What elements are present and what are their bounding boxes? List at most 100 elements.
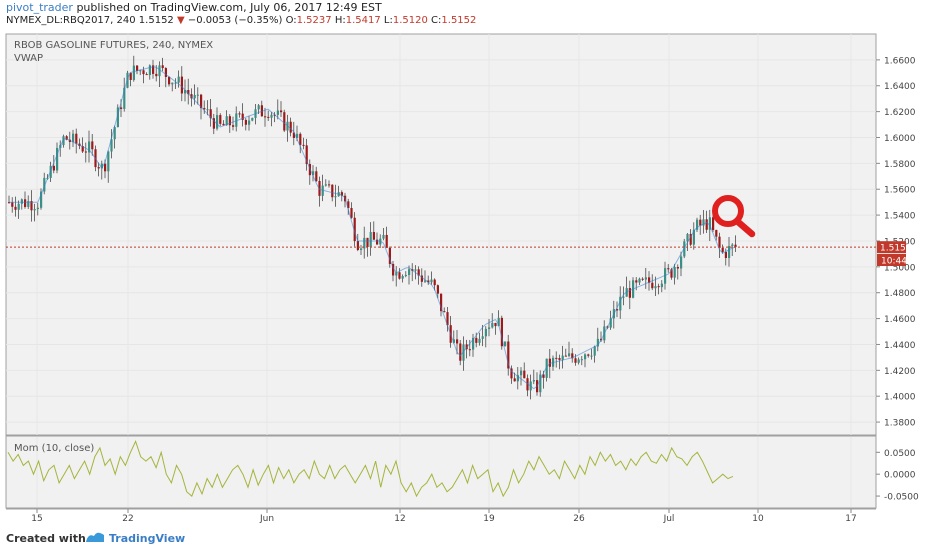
time-tick-label: 15: [31, 514, 42, 524]
candle-body: [705, 219, 708, 230]
symbol-name: NYMEX_DL:RBQ2017, 240: [6, 15, 136, 26]
price-change: −0.0053 (−0.35%): [187, 15, 283, 26]
candle-body: [251, 117, 254, 121]
candle-body: [280, 110, 283, 113]
candle-body: [718, 236, 721, 248]
price-tick-label: 1.6400: [884, 82, 916, 92]
candle-body: [593, 346, 596, 356]
candle-body: [446, 312, 449, 326]
candle-body: [424, 280, 427, 282]
candle-body: [235, 113, 238, 127]
price-tick-label: 1.4200: [884, 367, 916, 377]
candle-body: [696, 219, 699, 230]
svg-text:1.5152: 1.5152: [880, 244, 912, 254]
candle-body: [385, 234, 388, 248]
svg-text:10:44: 10:44: [881, 257, 907, 267]
candle-body: [520, 370, 523, 376]
candle-body: [264, 116, 267, 118]
candle-body: [312, 171, 315, 176]
candle-body: [171, 82, 174, 85]
candle-body: [628, 288, 631, 298]
candle-body: [62, 136, 65, 146]
open-value: 1.5237: [296, 15, 332, 26]
price-tick-label: 1.4000: [884, 393, 916, 403]
candle-body: [382, 234, 385, 239]
candle-body: [200, 94, 203, 109]
candle-body: [568, 353, 571, 356]
price-tick-label: 1.5800: [884, 160, 916, 170]
candle-body: [500, 317, 503, 347]
candle-body: [155, 73, 158, 77]
candle-body: [49, 165, 52, 178]
candle-body: [14, 206, 17, 210]
last-price: 1.5152: [138, 15, 174, 26]
candle-body: [168, 76, 171, 85]
candle-body: [248, 120, 251, 125]
candle-body: [353, 217, 356, 242]
momentum-pane: [5, 435, 877, 509]
candle-body: [571, 353, 574, 359]
price-tick-label: 1.5000: [884, 263, 916, 273]
publisher-link[interactable]: pivot_trader: [6, 1, 73, 14]
candle-body: [152, 65, 155, 74]
candle-body: [65, 136, 68, 140]
candle-body: [609, 318, 612, 328]
candle-body: [635, 280, 638, 283]
candle-body: [430, 279, 433, 283]
candle-body: [539, 374, 542, 393]
candle-body: [331, 184, 334, 198]
candle-body: [558, 358, 561, 360]
tradingview-brand[interactable]: TradingView: [109, 532, 186, 545]
candle-body: [664, 268, 667, 284]
candle-body: [206, 109, 209, 111]
candle-body: [596, 338, 599, 347]
tradingview-logo-icon[interactable]: [84, 529, 106, 545]
candle-body: [244, 119, 247, 125]
current-price-tag: 1.5152: [877, 241, 912, 254]
candle-body: [328, 184, 331, 186]
candle-body: [478, 338, 481, 343]
footer: Created with TradingView: [0, 526, 932, 550]
candle-body: [436, 285, 439, 294]
price-tick-label: 1.5600: [884, 186, 916, 196]
candle-body: [104, 163, 107, 172]
vwap-label: VWAP: [14, 53, 43, 64]
close-label: C:: [431, 15, 442, 26]
candle-body: [702, 219, 705, 226]
candle-body: [225, 116, 228, 126]
candle-body: [404, 274, 407, 277]
candle-body: [731, 244, 734, 247]
candle-body: [216, 115, 219, 129]
close-value: 1.5152: [441, 15, 477, 26]
candle-body: [654, 286, 657, 289]
momentum-label: Mom (10, close): [14, 443, 94, 454]
candle-body: [398, 272, 401, 279]
candle-body: [542, 374, 545, 378]
candle-body: [574, 358, 577, 363]
candle-body: [257, 105, 260, 110]
candle-body: [299, 133, 302, 145]
candle-body: [644, 277, 647, 280]
candle-body: [475, 337, 478, 343]
candle-body: [577, 359, 580, 363]
candle-body: [238, 113, 241, 115]
candle-body: [616, 309, 619, 311]
candle-body: [148, 65, 151, 76]
chart-title: RBOB GASOLINE FUTURES, 240, NYMEX: [14, 40, 213, 51]
time-tick-label: 19: [483, 514, 495, 524]
price-tick-label: 1.4400: [884, 341, 916, 351]
candle-body: [132, 65, 135, 80]
candle-body: [302, 144, 305, 146]
candle-body: [184, 90, 187, 94]
candle-body: [129, 72, 132, 80]
created-with-text: Created with: [6, 532, 86, 545]
countdown-tag: 10:44: [877, 254, 907, 267]
candle-body: [350, 208, 353, 218]
vwap-line: [9, 66, 736, 390]
candle-body: [17, 203, 20, 210]
candle-body: [334, 196, 337, 198]
candle-body: [680, 256, 683, 269]
candle-body: [494, 322, 497, 327]
time-axis: 15 22 Jun 12 19 26 Jul 10 17: [31, 509, 857, 524]
high-value: 1.5417: [345, 15, 381, 26]
